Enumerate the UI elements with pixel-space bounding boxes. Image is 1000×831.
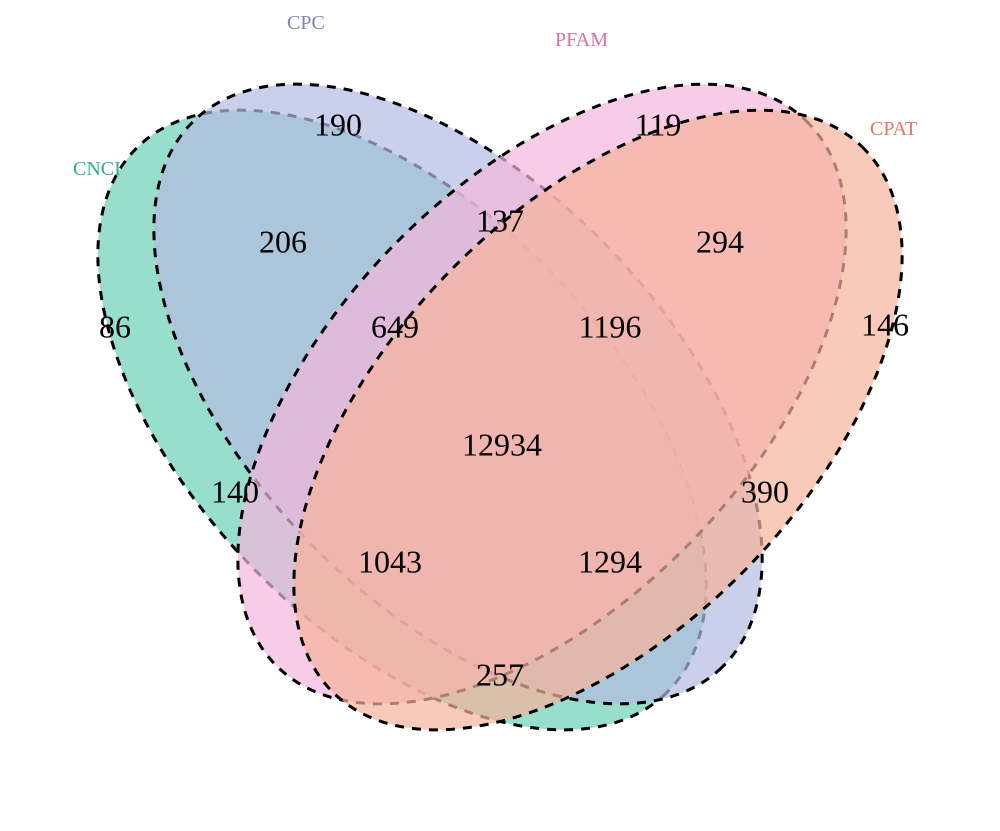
region-c-only: 119 (635, 106, 682, 142)
label-pfam: PFAM (555, 29, 608, 51)
region-abc: 649 (371, 308, 419, 344)
region-abd: 1294 (578, 543, 642, 579)
region-bcd: 1196 (579, 308, 642, 344)
region-cd: 294 (696, 223, 744, 259)
region-b-only: 190 (314, 106, 362, 142)
region-ac: 140 (211, 473, 259, 509)
region-bc: 137 (476, 202, 524, 238)
region-abcd: 12934 (462, 426, 542, 462)
region-a-only: 86 (99, 308, 131, 344)
region-ad: 257 (476, 656, 524, 692)
region-d-only: 146 (861, 306, 909, 342)
region-acd: 1043 (358, 543, 422, 579)
venn-diagram: CNCI CPC PFAM CPAT 86 190 119 146 206 13… (0, 0, 1000, 831)
label-cnci: CNCI (73, 158, 121, 180)
region-bd: 390 (741, 473, 789, 509)
label-cpc: CPC (287, 12, 325, 34)
venn-ellipses (0, 0, 1000, 831)
label-cpat: CPAT (870, 118, 917, 140)
region-ab: 206 (259, 223, 307, 259)
